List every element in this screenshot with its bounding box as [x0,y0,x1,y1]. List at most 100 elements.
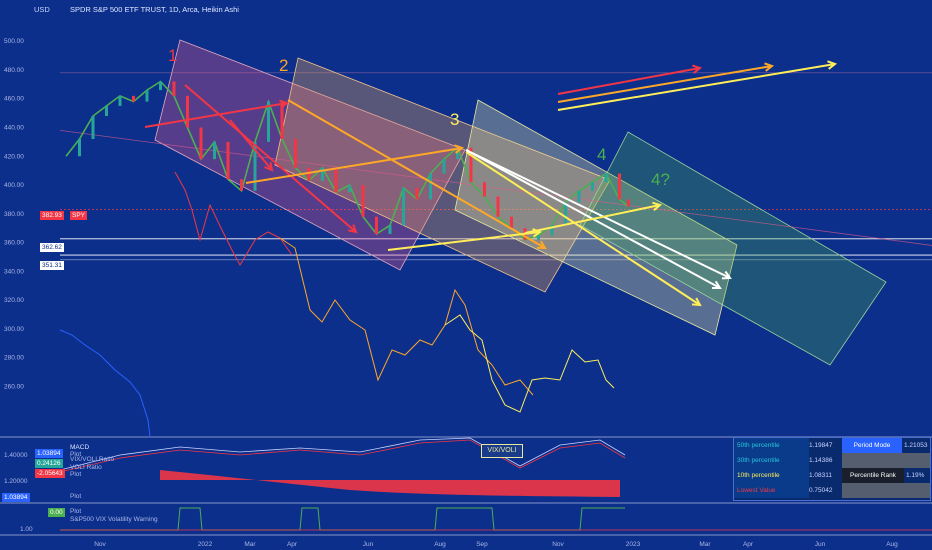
y-tick-label: 400.00 [4,182,24,189]
wave2-arrow-head [454,144,465,154]
y-tick-label: 380.00 [4,211,24,218]
x-tick-label: Nov [552,541,564,548]
spy-candle [226,141,230,180]
x-tick-label: Sep [476,541,488,548]
period-mode-value: 1.21053 [904,442,928,449]
spy-candle [618,173,621,200]
long-trendline [59,129,932,246]
spy-candle [118,95,122,106]
percentile-row: 10th percentile 1.08311 Percentile Rank … [734,468,930,483]
macd-tick-1: 1.40000 [4,452,28,459]
spy-candle [91,115,95,140]
y-tick-label: 480.00 [4,67,24,74]
spy-candle [78,139,81,157]
spy-candle [469,147,473,183]
percentile-rank-label: Percentile Rank [842,468,904,483]
wave-label-4-question: 4? [651,170,670,189]
future-arrow [557,67,701,95]
spy-candle [402,187,405,226]
wave-label-2: 2 [279,56,289,75]
percentile-table: 50th percentile 1.19847 Period Mode 1.21… [733,437,931,501]
spy-candle [483,182,486,197]
spy-candle [361,185,365,217]
spy-candle [253,141,257,191]
macd-line [59,437,626,471]
y-tick-label: 260.00 [4,383,24,390]
wave1-arrow-head [264,161,274,172]
percentile-row: Lowest Value 0.75042 [734,483,930,498]
x-tick-label: Nov [94,541,106,548]
x-tick-label: Apr [743,541,754,548]
wave3-arrow [524,204,661,234]
indicator-line-blue [59,329,151,438]
spy-candle [388,225,392,234]
indicator-line-red [174,171,293,267]
wave3-arrow-head [711,280,722,290]
macd-plot-1: Plot [70,451,82,458]
spy-last-price: 382.93 [40,211,64,220]
spy-candle [213,141,216,160]
spy-candle [132,95,135,102]
warning-value-1: 1.03894 [2,493,30,502]
x-tick-label: 2022 [198,541,213,548]
spy-candle [429,173,432,200]
chart-title: SPDR S&P 500 ETF TRUST, 1D, Arca, Heikin… [70,5,239,14]
y-tick-label: 300.00 [4,326,24,333]
spy-candle [537,235,540,240]
wave1-arrow [144,102,288,128]
macd-value-1: 1.03894 [35,449,63,458]
x-tick-label: Mar [699,541,711,548]
y-tick-label: 460.00 [4,96,24,103]
macd-histogram [160,470,620,497]
percentile-value: 1.19847 [809,442,833,449]
x-tick-label: Aug [434,541,446,548]
macd-value-3: -2.05643 [35,469,65,478]
spy-candle [348,185,351,193]
wave2-arrow [287,99,546,249]
currency-label: USD [34,5,50,14]
spy-candle [577,190,581,203]
warning-label: S&P500 VIX Volatility Warning [70,516,158,523]
spy-candle [105,105,108,116]
percentile-rank-value: 1.19% [906,472,925,479]
x-tick-label: 2023 [626,541,641,548]
spy-badge: SPY [70,211,88,220]
spy-candle [456,147,459,160]
spy-candle [415,187,419,200]
future-arrow [557,63,836,111]
indicator-line-orange [279,237,534,396]
macd-label: MACD [70,444,90,451]
vix-voli-annotation: VIX/VOLI [481,444,523,458]
macd-signal [59,439,626,473]
spy-candle [267,101,270,142]
percentile-row: 50th percentile 1.19847 Period Mode 1.21… [734,438,930,453]
y-tick-label: 500.00 [4,38,24,45]
warning-plot-2: Plot [70,508,82,515]
period-mode-label: Period Mode [842,438,902,453]
spy-candle [550,225,554,236]
y-tick-label: 280.00 [4,355,24,362]
future-arrow [557,65,773,103]
percentile-label: 30th percentile [734,453,809,468]
y-tick-label: 420.00 [4,153,24,160]
x-tick-label: Apr [287,541,298,548]
channel-4 [579,131,887,366]
percentile-label: 50th percentile [734,438,809,453]
spy-candle [294,139,297,168]
percentile-filler [842,483,930,498]
x-tick-label: Aug [886,541,898,548]
spy-candle [199,127,203,160]
percentile-value: 0.75042 [809,487,833,494]
x-tick-label: Mar [244,541,256,548]
x-tick-label: Jun [815,541,826,548]
macd-tick-2: 1.20000 [4,478,28,485]
warning-value-2: 0.00 [48,508,65,517]
spy-candle [307,167,311,181]
spy-candle [145,90,149,102]
spy-candle [280,101,284,140]
percentile-label: Lowest Value [734,483,809,498]
percentile-row: 30th percentile 1.14386 [734,453,930,468]
wave1-arrow-head [347,224,358,234]
